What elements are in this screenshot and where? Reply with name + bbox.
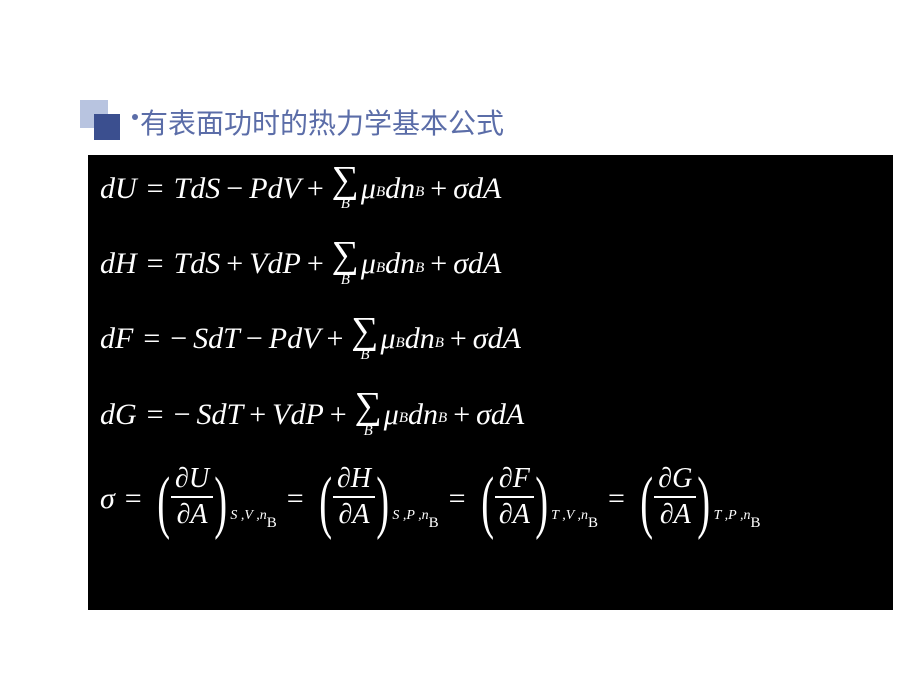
mu-symbol: μ: [361, 249, 376, 279]
eq-term1: SdT: [197, 400, 244, 430]
minus-sign: −: [174, 400, 191, 430]
surface-term: σdA: [453, 249, 501, 279]
partial-dG-dA: ( ∂G ∂A ) T ,P ,nB: [635, 467, 761, 531]
formula-block: dU = TdS − PdV + ∑ B μB dnB + σdA dH = T…: [88, 155, 893, 610]
sum-symbol: ∑ B: [332, 165, 359, 212]
surface-term: σdA: [473, 324, 521, 354]
eq-term2: PdV: [269, 324, 321, 354]
equals-sign: =: [125, 484, 142, 514]
surface-term: σdA: [453, 174, 501, 204]
slide: 有表面功时的热力学基本公式 dU = TdS − PdV + ∑ B μB dn…: [0, 0, 920, 690]
sigma-definition: σ = ( ∂U ∂A ) S ,V ,nB = ( ∂H ∂A: [100, 467, 881, 531]
plus-sign: +: [226, 249, 243, 279]
mu-symbol: μ: [384, 400, 399, 430]
dn-term: dn: [408, 400, 438, 430]
equals-sign: =: [143, 324, 160, 354]
equals-sign: =: [287, 484, 304, 514]
plus-sign: +: [307, 249, 324, 279]
equals-sign: =: [147, 400, 164, 430]
mu-symbol: μ: [361, 174, 376, 204]
minus-sign: −: [170, 324, 187, 354]
plus-sign: +: [330, 400, 347, 430]
equation-dU: dU = TdS − PdV + ∑ B μB dnB + σdA: [100, 165, 881, 212]
equals-sign: =: [147, 249, 164, 279]
eq-term1: TdS: [174, 249, 221, 279]
equals-sign: =: [608, 484, 625, 514]
sum-symbol: ∑ B: [355, 391, 382, 438]
partial-dF-dA: ( ∂F ∂A ) T ,V ,nB: [476, 467, 598, 531]
sigma-lhs: σ: [100, 484, 115, 514]
dn-term: dn: [385, 174, 415, 204]
minus-sign: −: [246, 324, 263, 354]
eq-term2: VdP: [272, 400, 324, 430]
eq-lhs: dH: [100, 249, 137, 279]
eq-term1: TdS: [174, 174, 221, 204]
eq-lhs: dU: [100, 174, 137, 204]
minus-sign: −: [226, 174, 243, 204]
dn-term: dn: [405, 324, 435, 354]
dn-term: dn: [385, 249, 415, 279]
plus-sign: +: [249, 400, 266, 430]
eq-lhs: dG: [100, 400, 137, 430]
equation-dF: dF = − SdT − PdV + ∑ B μB dnB + σdA: [100, 316, 881, 363]
mu-symbol: μ: [380, 324, 395, 354]
plus-sign: +: [430, 249, 447, 279]
equation-dH: dH = TdS + VdP + ∑ B μB dnB + σdA: [100, 240, 881, 287]
plus-sign: +: [453, 400, 470, 430]
sum-symbol: ∑ B: [351, 316, 378, 363]
bullet-dot-icon: [132, 114, 138, 120]
sum-symbol: ∑ B: [332, 240, 359, 287]
eq-lhs: dF: [100, 324, 133, 354]
title-bullet-icon: [80, 100, 120, 140]
slide-title: 有表面功时的热力学基本公式: [140, 102, 504, 142]
partial-dU-dA: ( ∂U ∂A ) S ,V ,nB: [152, 467, 277, 531]
partial-dH-dA: ( ∂H ∂A ) S ,P ,nB: [314, 467, 439, 531]
eq-term2: VdP: [249, 249, 301, 279]
plus-sign: +: [450, 324, 467, 354]
equals-sign: =: [449, 484, 466, 514]
plus-sign: +: [326, 324, 343, 354]
eq-term2: PdV: [249, 174, 301, 204]
equals-sign: =: [147, 174, 164, 204]
plus-sign: +: [307, 174, 324, 204]
eq-term1: SdT: [193, 324, 240, 354]
surface-term: σdA: [476, 400, 524, 430]
plus-sign: +: [430, 174, 447, 204]
equation-dG: dG = − SdT + VdP + ∑ B μB dnB + σdA: [100, 391, 881, 438]
